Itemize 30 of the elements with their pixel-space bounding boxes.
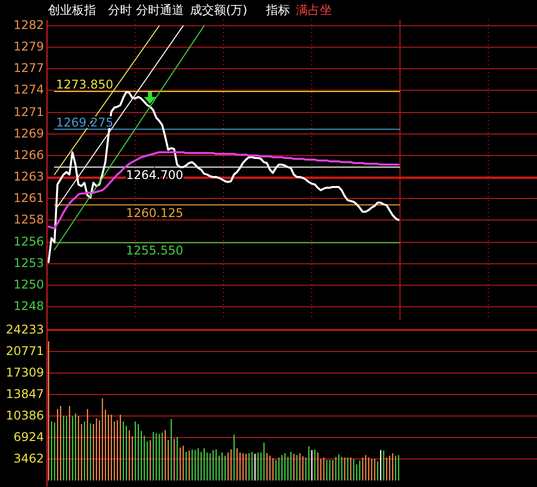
y-tick-label: 1256 xyxy=(13,234,44,249)
y-tick-label: 1263 xyxy=(13,169,44,184)
chart-title: 创业板指 xyxy=(48,3,96,17)
y-tick-label: 24233 xyxy=(6,322,44,336)
ref-line-label: 1273.850 xyxy=(56,77,114,92)
y-tick-label: 1277 xyxy=(13,61,44,76)
y-tick-label: 17309 xyxy=(6,365,44,380)
y-tick-label: 1258 xyxy=(13,212,44,226)
y-tick-label: 1250 xyxy=(13,278,44,292)
y-tick-label: 3462 xyxy=(13,451,44,466)
y-tick-label: 1261 xyxy=(13,190,44,205)
y-tick-label: 1248 xyxy=(13,299,44,314)
text: 分时通道 xyxy=(136,3,184,17)
y-tick-label: 1271 xyxy=(13,104,44,119)
text: 满占坐 xyxy=(296,3,332,17)
ref-line-label: 1260.125 xyxy=(126,206,184,220)
y-tick-label: 1253 xyxy=(13,256,44,270)
y-tick-label: 1266 xyxy=(13,148,44,162)
y-tick-label: 10386 xyxy=(6,408,44,422)
text: 分时 xyxy=(108,3,132,17)
text: 指标 xyxy=(265,3,290,17)
y-tick-label: 1282 xyxy=(13,18,44,32)
y-tick-label: 13847 xyxy=(6,386,44,401)
y-tick-label: 1279 xyxy=(13,40,44,54)
y-tick-label: 6924 xyxy=(13,430,44,444)
text: 成交额(万) xyxy=(190,3,248,17)
y-tick-label: 1274 xyxy=(13,82,44,97)
y-tick-label: 1269 xyxy=(13,126,44,140)
y-tick-label: 20771 xyxy=(6,344,44,358)
ref-line-label: 1255.550 xyxy=(126,244,184,258)
